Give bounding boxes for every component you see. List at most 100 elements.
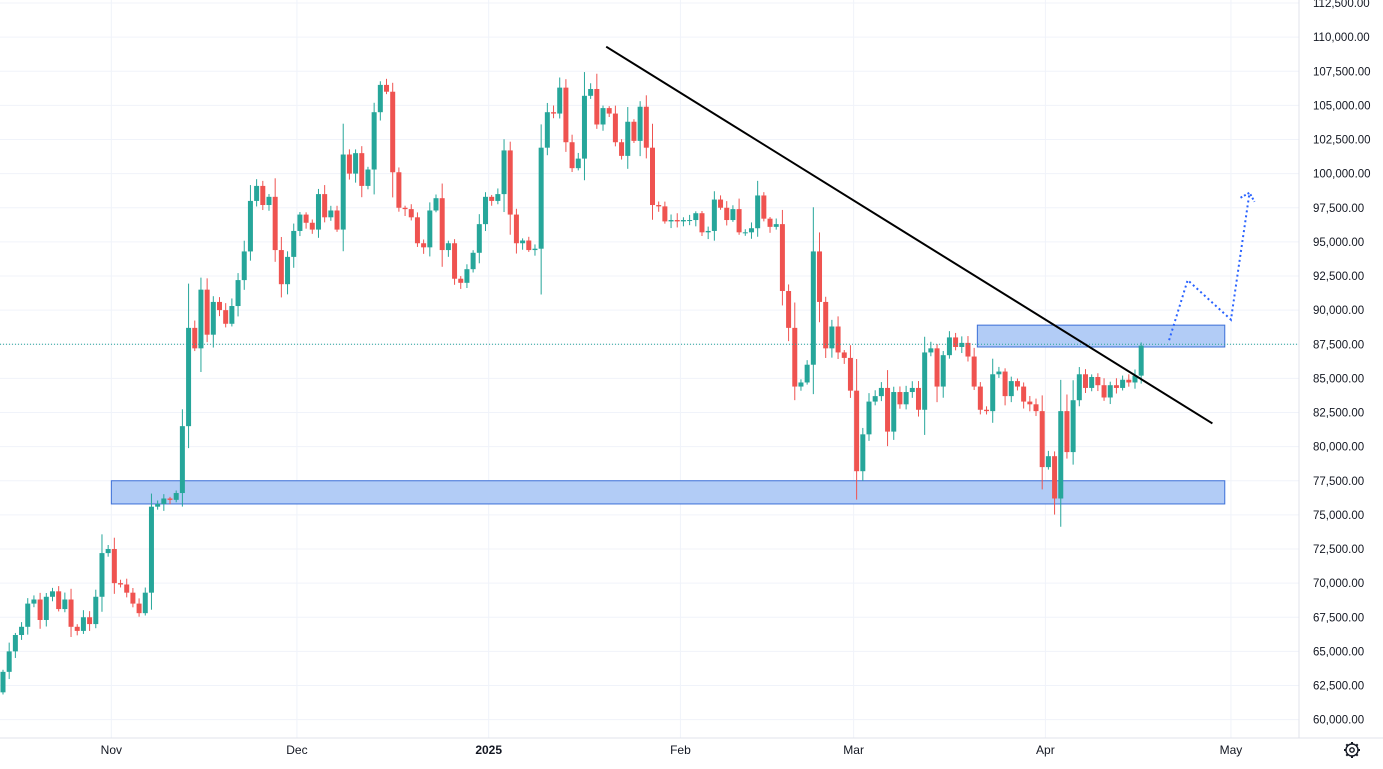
candle-body [161, 498, 167, 504]
candle-body [19, 626, 25, 635]
candle-body [922, 352, 928, 410]
price-axis[interactable]: 112,500.00 110,000.00 107,500.00 105,000.00… [1313, 0, 1371, 727]
candle-body [495, 194, 501, 201]
candle-body [588, 88, 594, 96]
candle-body [1021, 386, 1027, 402]
candle-body [56, 591, 62, 610]
candle-body [433, 198, 439, 211]
candle-body [718, 199, 724, 208]
candle-body [767, 218, 773, 227]
candle-body [192, 327, 198, 349]
x-tick-label: 2025 [475, 743, 502, 757]
candle-body [1045, 456, 1051, 468]
candle-body [668, 220, 674, 222]
candle-body [903, 392, 909, 405]
x-tick-label: Apr [1036, 743, 1055, 757]
candle-body [142, 592, 148, 614]
candle-body [761, 195, 767, 219]
candles [0, 72, 1144, 695]
candle-body [1002, 371, 1008, 397]
candle-body [724, 207, 730, 221]
y-tick-label: 110,000.00 [1313, 32, 1370, 44]
candle-body [544, 112, 550, 148]
candle-body [124, 584, 130, 593]
candle-body [823, 301, 829, 349]
candle-body [557, 87, 563, 114]
candle-body [959, 342, 965, 347]
candle-body [278, 250, 284, 285]
time-axis[interactable]: Nov Dec 2025 Feb Mar Apr May [101, 743, 1243, 757]
candle-body [0, 671, 6, 693]
candle-body [130, 592, 136, 604]
candle-body [835, 326, 841, 353]
candle-body [1113, 385, 1119, 388]
candle-body [897, 392, 903, 405]
candle-body [266, 196, 272, 206]
candle-body [155, 503, 161, 507]
candle-body [37, 599, 43, 620]
candle-body [303, 214, 309, 223]
candle-body [909, 387, 915, 393]
candle-body [847, 357, 853, 391]
candle-body [346, 154, 352, 174]
candle-body [445, 243, 451, 251]
candle-body [885, 387, 891, 432]
candle-body [1126, 379, 1132, 383]
candle-body [285, 256, 291, 285]
candle-body [705, 230, 711, 233]
candle-body [359, 153, 365, 186]
candle-body [631, 121, 637, 141]
candle-body [1095, 377, 1101, 386]
candle-body [470, 252, 476, 270]
candle-body [365, 169, 371, 186]
candle-body [662, 206, 668, 222]
projection-path [1168, 192, 1251, 341]
y-tick-label: 102,500.00 [1313, 135, 1371, 147]
x-tick-label: Mar [843, 743, 864, 757]
candle-body [693, 213, 699, 221]
x-tick-label: Dec [286, 743, 307, 757]
candle-body [990, 374, 996, 412]
candle-body [612, 113, 618, 143]
candle-body [953, 337, 959, 347]
candle-body [464, 269, 470, 283]
y-tick-label: 95,000.00 [1313, 237, 1364, 249]
x-tick-label: Nov [101, 743, 122, 757]
y-tick-label: 70,000.00 [1313, 578, 1364, 590]
candle-body [625, 121, 631, 156]
y-tick-label: 82,500.00 [1313, 408, 1364, 420]
y-tick-label: 112,500.00 [1313, 0, 1370, 10]
y-tick-label: 87,500.00 [1313, 339, 1364, 351]
y-tick-label: 67,500.00 [1313, 612, 1364, 624]
candle-body [402, 207, 408, 210]
candle-body [1033, 404, 1039, 412]
candle-body [272, 196, 278, 251]
candle-body [501, 150, 507, 195]
candle-body [235, 280, 241, 307]
y-tick-label: 77,500.00 [1313, 476, 1364, 488]
candle-body [87, 617, 93, 625]
support-resistance-zone [110, 480, 1226, 505]
candle-body [656, 205, 662, 207]
candle-body [414, 217, 420, 244]
candle-body [1014, 381, 1020, 387]
y-tick-label: 62,500.00 [1313, 681, 1364, 693]
candle-body [810, 251, 816, 365]
candle-body [377, 84, 383, 113]
candle-body [513, 214, 519, 244]
candle-body [643, 106, 649, 148]
candle-body [1120, 379, 1126, 388]
candle-body [575, 158, 581, 169]
candle-body [1008, 381, 1014, 397]
candle-body [1083, 374, 1088, 388]
candle-body [1039, 411, 1045, 468]
candle-body [297, 214, 303, 231]
candle-body [538, 147, 544, 249]
gear-icon[interactable] [1343, 741, 1361, 759]
candle-body [482, 196, 488, 225]
candle-body [984, 409, 990, 412]
candle-body [25, 603, 31, 627]
candle-body [854, 390, 860, 472]
candle-body [241, 251, 247, 281]
